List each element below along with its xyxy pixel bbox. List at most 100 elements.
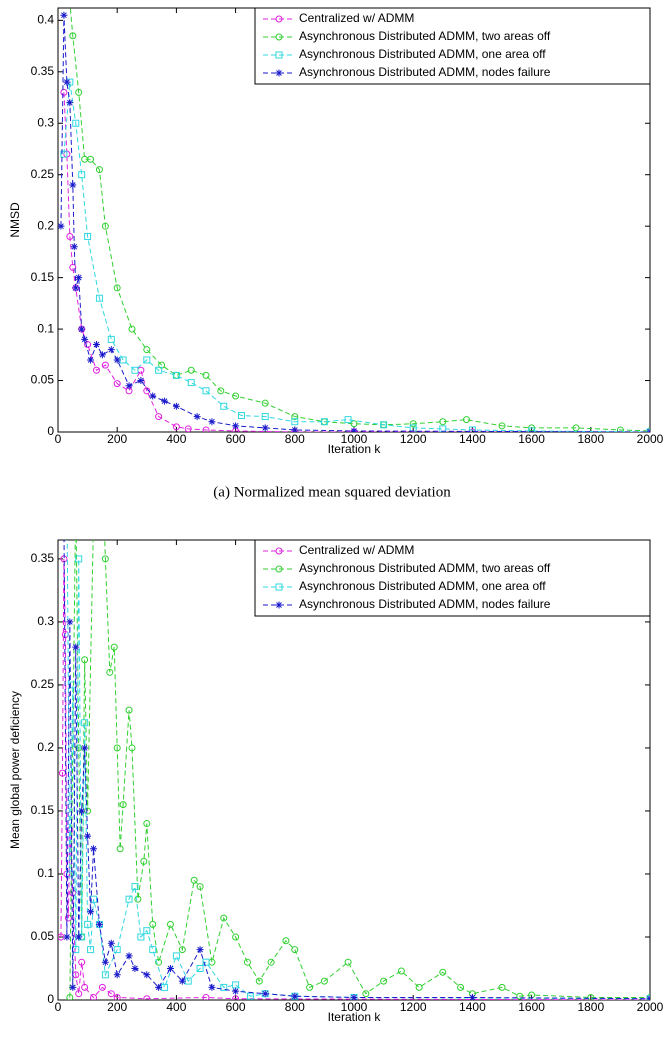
marker: [196, 946, 204, 954]
marker: [291, 946, 299, 954]
x-tick-label: 400: [166, 432, 186, 446]
marker: [238, 412, 246, 420]
marker: [291, 426, 299, 432]
x-tick-label: 400: [166, 1000, 186, 1014]
marker: [380, 977, 388, 985]
marker: [131, 883, 139, 891]
marker: [172, 402, 180, 410]
marker: [78, 325, 86, 333]
marker: [161, 397, 169, 405]
legend-box: [254, 539, 651, 617]
x-tick-label: 1000: [341, 432, 368, 446]
x-tick-label: 1200: [400, 432, 427, 446]
marker: [166, 920, 174, 928]
x-tick-label: 600: [226, 1000, 246, 1014]
marker: [409, 420, 417, 428]
marker: [439, 968, 447, 976]
marker: [69, 263, 77, 271]
marker: [107, 939, 115, 947]
x-tick-label: 200: [107, 432, 127, 446]
marker: [155, 958, 163, 966]
marker: [143, 971, 151, 979]
marker: [106, 668, 114, 676]
marker: [143, 820, 151, 828]
marker: [415, 983, 423, 991]
series-line: [69, 540, 650, 998]
marker: [498, 422, 506, 430]
marker: [75, 88, 83, 96]
marker: [101, 971, 109, 979]
marker: [587, 993, 595, 1000]
marker: [95, 166, 103, 174]
marker: [275, 33, 283, 41]
marker: [66, 232, 74, 240]
caption: (a) Normalized mean squared deviation: [213, 484, 451, 500]
y-tick-label: 0.2: [37, 740, 54, 754]
marker: [113, 356, 121, 364]
marker: [125, 382, 133, 390]
marker: [291, 413, 299, 421]
marker: [78, 958, 86, 966]
marker: [75, 274, 83, 282]
marker: [84, 832, 92, 840]
x-tick-label: 800: [285, 432, 305, 446]
marker: [128, 744, 136, 752]
marker: [137, 377, 145, 385]
marker: [275, 15, 283, 23]
marker: [134, 895, 142, 903]
legend-box: [254, 7, 651, 85]
marker: [92, 366, 100, 374]
marker: [149, 392, 157, 400]
marker: [282, 937, 290, 945]
y-tick-label: 0.25: [31, 677, 55, 691]
marker: [87, 946, 95, 954]
marker: [143, 995, 151, 1000]
plot: [58, 540, 650, 1000]
marker: [95, 920, 103, 928]
marker: [58, 222, 65, 230]
plot: [58, 8, 650, 432]
x-tick-label: 1800: [577, 432, 604, 446]
marker: [81, 335, 89, 343]
marker: [84, 341, 92, 349]
marker: [140, 857, 148, 865]
marker: [81, 744, 89, 752]
marker: [208, 418, 216, 426]
marker: [196, 883, 204, 891]
marker: [202, 958, 210, 966]
marker: [306, 983, 314, 991]
x-tick-label: 600: [226, 432, 246, 446]
marker: [457, 983, 465, 991]
marker: [275, 51, 283, 59]
marker: [81, 719, 89, 727]
x-tick-label: 2000: [637, 432, 663, 446]
marker: [113, 744, 121, 752]
marker: [87, 908, 95, 916]
marker: [291, 992, 299, 1000]
marker: [125, 952, 133, 960]
x-tick-label: 800: [285, 1000, 305, 1014]
y-tick-label: 0.4: [37, 13, 54, 27]
marker: [125, 706, 133, 714]
marker: [217, 387, 225, 395]
marker: [137, 933, 145, 941]
marker: [344, 958, 352, 966]
x-tick-label: 0: [55, 1000, 62, 1014]
marker: [344, 416, 352, 424]
marker: [116, 845, 124, 853]
y-axis-label: Mean global power deficiency: [8, 691, 22, 849]
marker: [196, 964, 204, 972]
x-tick-label: 1000: [341, 1000, 368, 1014]
marker: [267, 958, 275, 966]
legend-label: Asynchronous Distributed ADMM, two areas…: [299, 561, 551, 575]
y-tick-label: 0.2: [37, 218, 54, 232]
marker: [172, 952, 180, 960]
marker: [232, 987, 240, 995]
marker: [468, 993, 476, 1000]
marker: [75, 933, 83, 941]
marker: [101, 958, 109, 966]
marker: [70, 243, 78, 251]
x-tick-label: 200: [107, 1000, 127, 1014]
